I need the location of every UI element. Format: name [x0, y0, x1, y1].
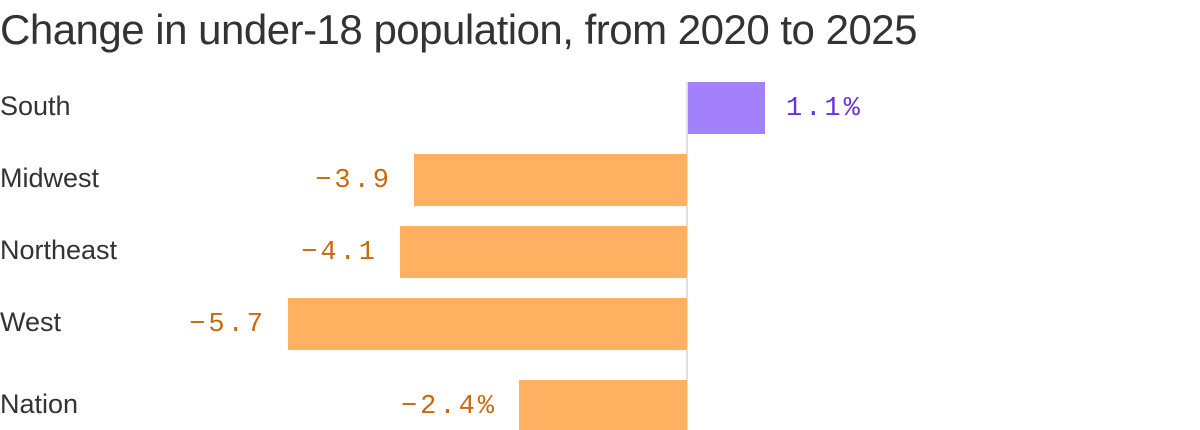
- value-label-west: −5.7: [189, 310, 266, 340]
- category-label-northeast: Northeast: [0, 235, 118, 265]
- bar-west: [288, 298, 687, 350]
- category-label-nation: Nation: [0, 389, 78, 419]
- value-label-midwest: −3.9: [315, 166, 392, 196]
- category-label-west: West: [0, 307, 62, 337]
- value-label-nation: −2.4%: [401, 392, 497, 422]
- value-label-northeast: −4.1: [301, 238, 378, 268]
- category-label-south: South: [0, 91, 71, 121]
- value-label-south: 1.1%: [786, 94, 863, 124]
- bar-midwest: [414, 154, 687, 206]
- bar-nation: [519, 380, 687, 430]
- category-label-midwest: Midwest: [0, 163, 100, 193]
- bar-northeast: [400, 226, 687, 278]
- bar-south: [688, 82, 765, 134]
- chart-title: Change in under-18 population, from 2020…: [0, 6, 918, 53]
